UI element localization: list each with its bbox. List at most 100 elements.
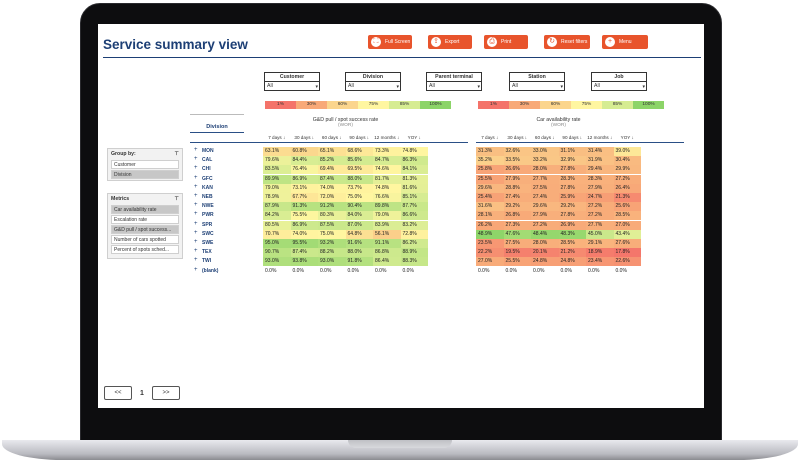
filter-select[interactable]: All ▾ bbox=[509, 81, 565, 91]
table-cell: 76.6% bbox=[373, 193, 401, 202]
metric-option[interactable]: Number of cars spotted bbox=[111, 235, 179, 244]
expand-icon[interactable]: + bbox=[194, 229, 198, 236]
header-divider bbox=[190, 132, 244, 133]
table-cell: 27.2% bbox=[613, 174, 641, 184]
metric-option[interactable]: Escalation rate bbox=[111, 215, 179, 224]
table-cell: 85.1% bbox=[400, 193, 428, 202]
table-cell: 26.8% bbox=[503, 211, 531, 221]
expand-icon[interactable]: + bbox=[194, 257, 198, 264]
row-division-name[interactable]: SWE bbox=[202, 240, 214, 246]
row-division-name[interactable]: TEX bbox=[202, 249, 212, 256]
expand-icon[interactable]: + bbox=[194, 239, 198, 245]
legend-swatch: 60% bbox=[540, 101, 571, 109]
sort-icon: ↓ bbox=[338, 135, 342, 140]
menu-button[interactable]: + Menu bbox=[602, 35, 648, 49]
table-cell: 83.9% bbox=[373, 220, 401, 230]
title-divider bbox=[103, 57, 701, 58]
expand-icon[interactable]: + bbox=[194, 220, 198, 227]
filter-icon[interactable]: ⊤ bbox=[174, 196, 179, 202]
column-header[interactable]: 90 days ↓ bbox=[346, 135, 374, 140]
table-cell: 31.1% bbox=[558, 147, 586, 156]
expand-icon[interactable]: + bbox=[194, 266, 198, 273]
metric-option[interactable]: Percent of spots sched... bbox=[111, 245, 179, 254]
column-header-label: 12 months bbox=[587, 135, 609, 140]
print-button[interactable]: ⎙ Print bbox=[484, 35, 528, 49]
table-cell: 26.2% bbox=[476, 220, 504, 230]
table-cell: 27.0% bbox=[476, 257, 504, 267]
column-header[interactable]: 7 days ↓ bbox=[476, 135, 504, 140]
expand-icon[interactable]: + bbox=[194, 248, 198, 255]
table-cell: 26.9% bbox=[558, 220, 586, 230]
table-cell: 93.0% bbox=[263, 257, 291, 267]
table-cell: 95.5% bbox=[290, 239, 318, 248]
table-cell: 27.2% bbox=[531, 220, 559, 230]
row-division-name[interactable]: SWC bbox=[202, 230, 214, 237]
metric-option[interactable]: Car availability rate bbox=[111, 205, 179, 214]
row-division-name[interactable]: (blank) bbox=[202, 267, 219, 274]
column-header[interactable]: 60 days ↓ bbox=[531, 135, 559, 140]
metric-option[interactable]: G&D pull / spot success... bbox=[111, 225, 179, 234]
expand-icon[interactable]: + bbox=[194, 147, 198, 153]
expand-icon[interactable]: + bbox=[194, 156, 198, 163]
metrics-panel: Metrics ⊤ Car availability rate Escalation… bbox=[107, 193, 183, 259]
row-division-name[interactable]: PWR bbox=[202, 212, 214, 219]
column-header[interactable]: 30 days ↓ bbox=[504, 135, 532, 140]
column-header[interactable]: YOY ↓ bbox=[614, 135, 642, 140]
filter-select[interactable]: All ▾ bbox=[264, 81, 320, 91]
division-column-header[interactable]: Division bbox=[206, 124, 228, 130]
group-by-option[interactable]: Division bbox=[111, 170, 179, 179]
expand-icon[interactable]: + bbox=[194, 174, 198, 181]
row-division-name[interactable]: CAL bbox=[202, 157, 213, 164]
group-by-option[interactable]: Customer bbox=[111, 160, 179, 169]
column-header-label: 12 months bbox=[374, 135, 396, 140]
expand-icon[interactable]: + bbox=[194, 193, 198, 199]
column-header-label: YOY bbox=[407, 135, 418, 140]
next-page-button[interactable]: >> bbox=[152, 386, 180, 400]
prev-page-button[interactable]: << bbox=[104, 386, 132, 400]
table-cell: 25.6% bbox=[613, 202, 641, 212]
table-cell: 0.0% bbox=[558, 266, 586, 276]
table-cell: 81.3% bbox=[400, 174, 428, 184]
row-division-name[interactable]: SPR bbox=[202, 221, 213, 228]
row-division-name[interactable]: CHI bbox=[202, 166, 211, 173]
table-cell: 28.1% bbox=[476, 211, 504, 221]
export-button[interactable]: ⇪ Export bbox=[428, 35, 472, 49]
row-division-name[interactable]: TWI bbox=[202, 258, 212, 265]
filter-select[interactable]: All ▾ bbox=[591, 81, 647, 91]
column-header[interactable]: 12 months ↓ bbox=[586, 135, 614, 140]
table-cell: 67.7% bbox=[290, 193, 318, 202]
table-cell: 89.8% bbox=[373, 202, 401, 212]
column-header[interactable]: YOY ↓ bbox=[401, 135, 429, 140]
table-cell: 29.6% bbox=[531, 202, 559, 212]
column-header[interactable]: 90 days ↓ bbox=[559, 135, 587, 140]
row-division-name[interactable]: GFC bbox=[202, 175, 213, 182]
row-division-name[interactable]: MON bbox=[202, 148, 214, 154]
color-legend: 1% 30% 60% 75% 85% 100% bbox=[265, 101, 451, 109]
row-division-name[interactable]: NEB bbox=[202, 194, 213, 200]
column-header[interactable]: 60 days ↓ bbox=[318, 135, 346, 140]
row-division-name[interactable]: NWE bbox=[202, 203, 214, 210]
expand-icon[interactable]: + bbox=[194, 183, 198, 190]
table-cell: 27.8% bbox=[558, 165, 586, 175]
reset-filters-button[interactable]: ↻ Reset filters bbox=[544, 35, 590, 49]
table-cell: 0.0% bbox=[263, 266, 291, 276]
metric-group-header: Car availability rate (WOR) bbox=[476, 117, 641, 128]
table-cell: 19.5% bbox=[503, 248, 531, 258]
table-cell: 0.0% bbox=[586, 266, 614, 276]
expand-icon[interactable]: + bbox=[194, 211, 198, 218]
filter-select[interactable]: All ▾ bbox=[345, 81, 401, 91]
column-header[interactable]: 30 days ↓ bbox=[291, 135, 319, 140]
filter-icon[interactable]: ⊤ bbox=[174, 151, 179, 157]
column-header[interactable]: 12 months ↓ bbox=[373, 135, 401, 140]
full-screen-button[interactable]: ⛶ Full Screen bbox=[368, 35, 412, 49]
expand-icon[interactable]: + bbox=[194, 165, 198, 172]
table-cell: 31.6% bbox=[476, 202, 504, 212]
filter-select[interactable]: All ▾ bbox=[426, 81, 482, 91]
column-header[interactable]: 7 days ↓ bbox=[263, 135, 291, 140]
table-cell: 31.3% bbox=[476, 147, 504, 156]
legend-swatch: 1% bbox=[265, 101, 296, 109]
row-division-name[interactable]: KAN bbox=[202, 184, 213, 191]
expand-icon[interactable]: + bbox=[194, 202, 198, 209]
table-cell: 28.5% bbox=[558, 239, 586, 248]
table-cell: 27.2% bbox=[586, 211, 614, 221]
